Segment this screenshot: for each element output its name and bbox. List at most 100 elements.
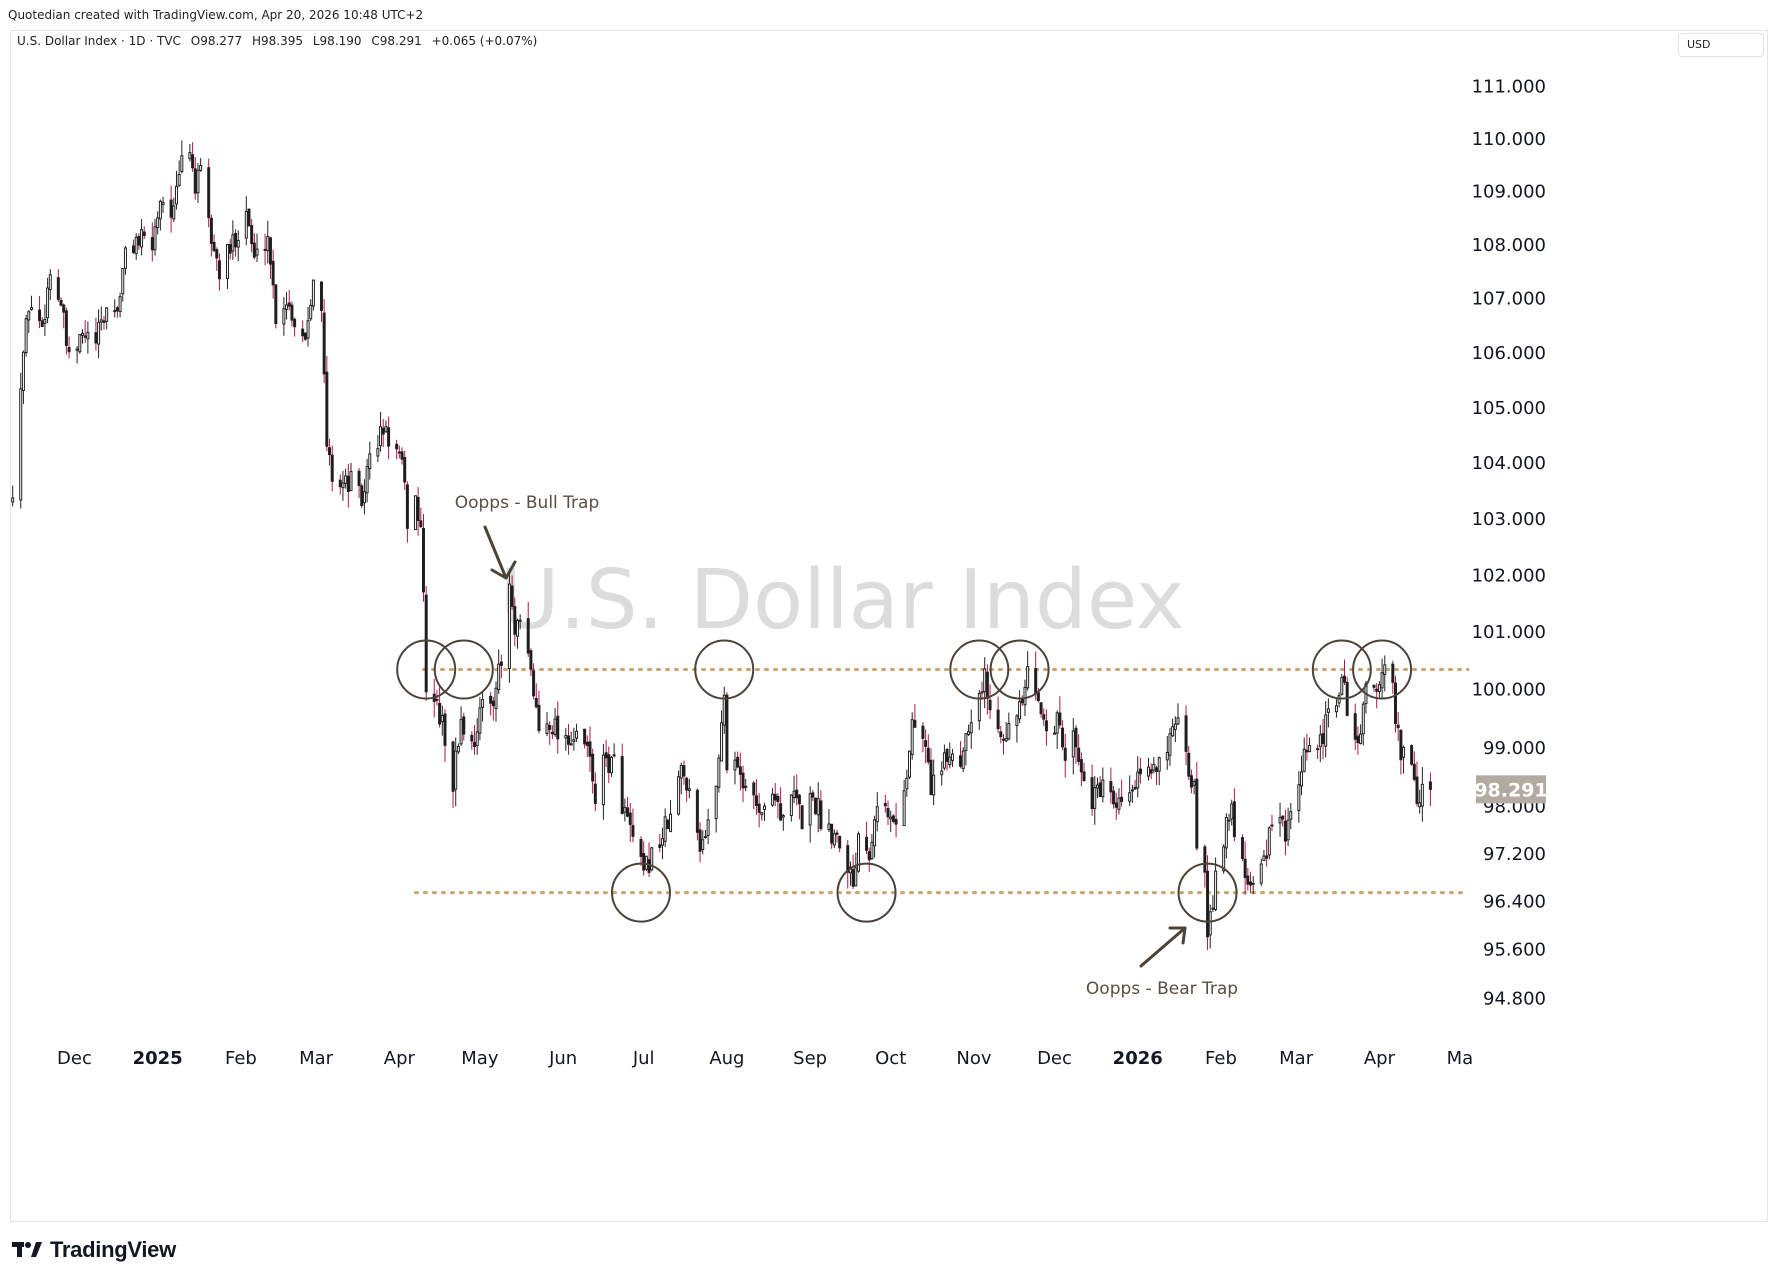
candle-body [338, 479, 342, 488]
currency-button[interactable]: USD [1678, 33, 1764, 57]
candle-body [585, 741, 589, 746]
candle-body [776, 795, 780, 803]
candle-body [113, 310, 117, 313]
candle-body [814, 797, 818, 815]
candle-body [677, 776, 681, 815]
candle-body [628, 812, 632, 825]
candle-body [440, 714, 444, 722]
candle-body [1412, 763, 1416, 780]
candle-body [760, 812, 764, 816]
candle-body [1377, 684, 1381, 693]
candle-body [572, 739, 576, 742]
candle-body [703, 836, 707, 839]
candle-body [56, 277, 60, 300]
candle-body [322, 312, 326, 375]
candle-body [142, 231, 146, 236]
candle-body [1039, 702, 1043, 715]
candle-body [435, 698, 439, 701]
candle-body [894, 818, 898, 825]
candle-body [212, 241, 216, 252]
candle-body [1165, 751, 1169, 761]
candle-body [75, 348, 79, 351]
x-tick-label: Apr [1364, 1048, 1396, 1069]
tradingview-logo[interactable]: TradingView [12, 1237, 176, 1263]
x-tick-label: Feb [225, 1048, 257, 1069]
candle-body [529, 650, 533, 670]
candle-body [1074, 727, 1078, 748]
last-price-tag: 98.291 [1474, 775, 1548, 804]
candle-body [306, 320, 310, 339]
candle-body [400, 451, 404, 460]
candle-body [1342, 675, 1346, 683]
candle-body [851, 869, 855, 887]
candle-body [1428, 781, 1432, 790]
candle-body [1227, 819, 1231, 822]
highlight-circle [396, 639, 457, 700]
candle-body [263, 248, 267, 251]
candle-body [1146, 766, 1150, 777]
candle-body [43, 318, 47, 324]
candle-body [942, 752, 946, 769]
candle-body [1206, 870, 1210, 938]
candle-body [1259, 863, 1263, 884]
candle-body [1157, 757, 1161, 772]
candle-body [679, 764, 683, 779]
candle-body [873, 819, 877, 847]
candle-body [67, 347, 71, 353]
candle-body [609, 757, 613, 774]
candle-body [1214, 870, 1218, 911]
candle-body [268, 237, 272, 265]
candle-body [177, 174, 181, 186]
highlight-circle [836, 862, 897, 923]
low-value: L98.190 [312, 34, 362, 48]
x-tick-label: Aug [709, 1048, 744, 1069]
candle-body [1300, 771, 1304, 787]
candle-body [604, 752, 608, 759]
candle-body [1133, 786, 1137, 790]
highlight-circle [989, 639, 1050, 700]
symbol-name[interactable]: U.S. Dollar Index · 1D · TVC [17, 34, 181, 48]
candle-body [1007, 723, 1011, 740]
candle-body [1305, 749, 1309, 753]
candle-body [1361, 703, 1365, 735]
candle-body [424, 594, 428, 693]
candle-body [319, 281, 323, 311]
candle-body [362, 491, 366, 504]
last-price-value: 98.291 [1474, 779, 1547, 801]
high-value: H98.395 [252, 34, 304, 48]
candle-body [102, 320, 106, 323]
candle-body [902, 790, 906, 826]
candle-body [980, 691, 984, 694]
candle-body [196, 169, 200, 194]
candle-body [94, 332, 98, 344]
candle-body [961, 750, 965, 770]
candle-body [1302, 748, 1306, 772]
y-tick-label: 102.000 [1472, 565, 1546, 586]
candle-body [1222, 846, 1226, 872]
candle-body [1391, 663, 1395, 683]
candle-body [368, 453, 372, 470]
candle-body [499, 661, 503, 666]
x-tick-label: Mar [299, 1048, 334, 1069]
candle-body [193, 168, 197, 194]
candle-body [379, 426, 383, 447]
candle-body [827, 823, 831, 831]
candle-body [513, 606, 517, 635]
y-tick-label: 110.000 [1472, 129, 1546, 150]
candle-body [556, 715, 560, 740]
candle-body [1265, 855, 1269, 859]
candle-body [234, 232, 238, 248]
candle-body [416, 496, 420, 521]
candle-body [140, 229, 144, 248]
candle-body [1356, 735, 1360, 744]
candle-body [569, 743, 573, 746]
candle-body [988, 699, 992, 711]
candle-body [752, 782, 756, 796]
level-lines [413, 668, 1470, 895]
candle-body [1224, 817, 1228, 849]
x-tick-label: Jul [632, 1048, 655, 1069]
candle-body [591, 753, 595, 782]
candle-body [983, 668, 987, 693]
candle-body [553, 718, 557, 735]
